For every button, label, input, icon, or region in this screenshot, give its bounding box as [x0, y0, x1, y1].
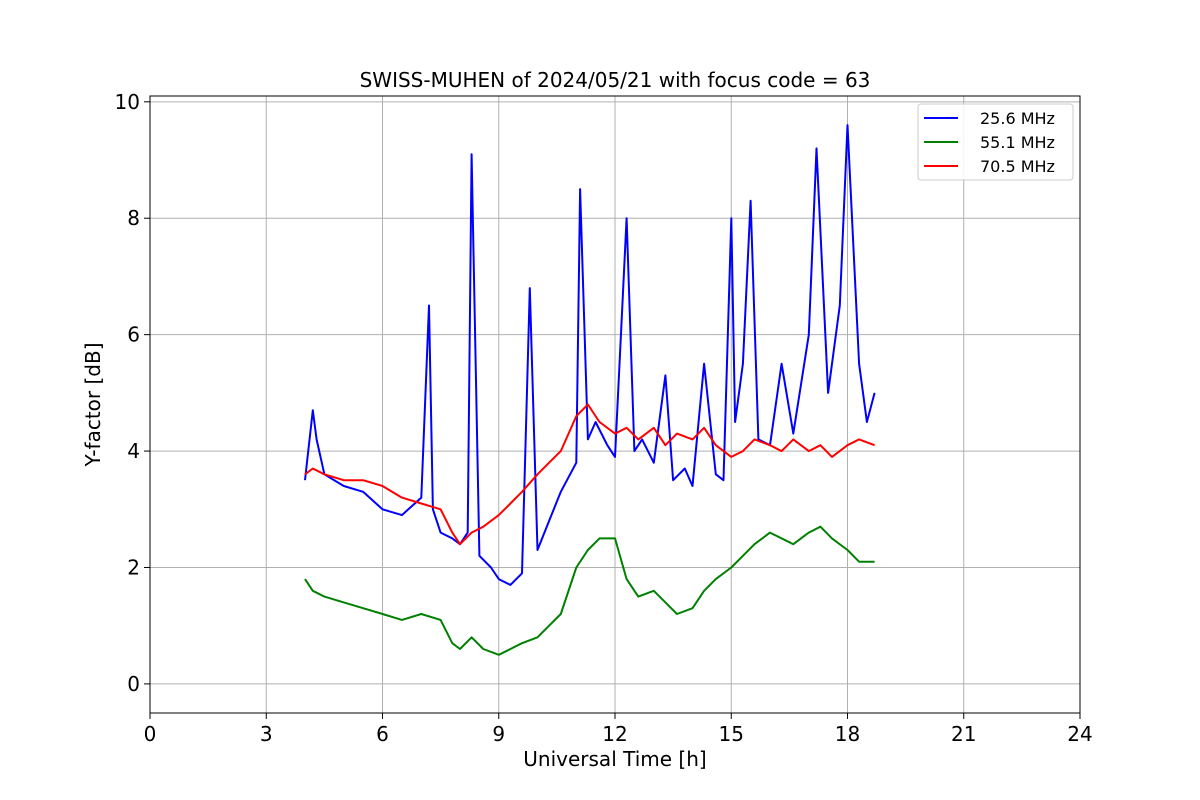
y-tick-label: 10: [115, 90, 140, 114]
legend-label: 55.1 MHz: [980, 133, 1055, 152]
y-tick-label: 2: [127, 555, 140, 579]
legend-label: 25.6 MHz: [980, 109, 1055, 128]
x-tick-label: 18: [835, 722, 860, 746]
legend-box: [917, 103, 1074, 181]
series-line-3: [304, 403, 875, 546]
series-line-1: [304, 124, 876, 586]
legend-label: 70.5 MHz: [980, 157, 1055, 176]
y-axis-label: Y-factor [dB]: [81, 342, 105, 467]
x-tick-label: 0: [144, 722, 157, 746]
series-lines: [304, 124, 876, 656]
x-axis-label: Universal Time [h]: [523, 747, 706, 771]
x-tick-label: 15: [719, 722, 744, 746]
y-tick-label: 8: [127, 206, 140, 230]
y-tick-label: 0: [127, 672, 140, 696]
chart-title: SWISS-MUHEN of 2024/05/21 with focus cod…: [360, 68, 871, 92]
legend: 25.6 MHz 55.1 MHz 70.5 MHz: [917, 103, 1074, 181]
x-tick-label: 6: [376, 722, 389, 746]
series-line-2: [304, 525, 875, 656]
y-tick-label: 6: [127, 323, 140, 347]
x-tick-label: 9: [492, 722, 505, 746]
x-tick-label: 21: [951, 722, 976, 746]
x-tick-label: 3: [260, 722, 273, 746]
y-tick-label: 4: [127, 439, 140, 463]
x-tick-label: 24: [1067, 722, 1092, 746]
x-tick-label: 12: [602, 722, 627, 746]
